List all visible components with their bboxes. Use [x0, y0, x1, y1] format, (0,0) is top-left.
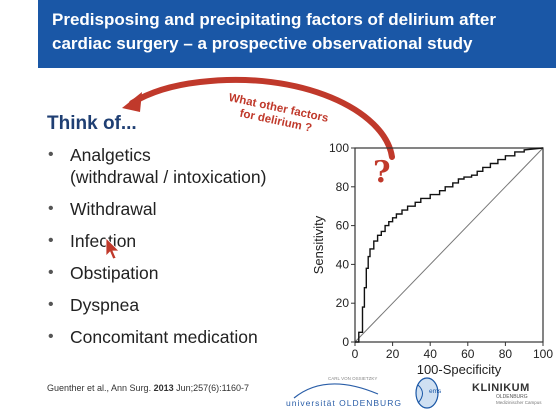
university-arc-icon [293, 383, 379, 399]
klinikum-oldenburg-logo: KLINIKUM OLDENBURG Medizinischer Campus [472, 382, 556, 416]
list-item-infection: • Infection [46, 230, 266, 252]
think-of-heading: Think of... [47, 113, 137, 134]
citation-year: 2013 [153, 383, 174, 393]
list-item-label: Withdrawal [70, 199, 157, 219]
plot-frame [354, 147, 544, 343]
y-tick-label: 80 [336, 180, 350, 194]
ems-text: ems [429, 388, 442, 395]
question-mark: ? [373, 155, 391, 190]
klinikum-campus-text: Medizinischer Campus [496, 400, 542, 405]
citation-authors: Guenther et al., Ann Surg. [47, 383, 152, 393]
reference-diagonal-line [354, 147, 544, 343]
x-tick-label: 0 [352, 347, 359, 361]
ems-globe-icon [415, 377, 439, 409]
y-axis-label: Sensitivity [311, 215, 326, 274]
bullet-dot-icon: • [48, 296, 54, 313]
list-item-label: Analgetics [70, 145, 151, 165]
klinikum-sub-text: OLDENBURG [496, 394, 528, 400]
factor-list: • Analgetics (withdrawal / intoxication)… [46, 144, 266, 348]
y-tick-label: 40 [336, 257, 350, 271]
slide-title-line-2: cardiac surgery – a prospective observat… [52, 34, 473, 53]
ems-logo: ems [413, 375, 451, 415]
bullet-dot-icon: • [48, 200, 54, 217]
mouse-cursor-icon [105, 237, 120, 260]
list-item-sublabel: (withdrawal / intoxication) [70, 167, 267, 187]
roc-curve-line [355, 147, 544, 343]
x-axis-label: 100-Specificity [417, 362, 502, 377]
callout-arrow-icon [129, 76, 395, 160]
x-tick-label: 20 [386, 347, 400, 361]
klinikum-main-text: KLINIKUM [472, 382, 530, 394]
list-item-obstipation: • Obstipation [46, 262, 266, 284]
list-item-label: Infection [70, 231, 137, 251]
list-item-label: Concomitant medication [70, 327, 258, 347]
university-oldenburg-logo: CARL VON OSSIETZKY universität OLDENBURG [286, 376, 401, 410]
y-tick-label: 0 [342, 335, 349, 349]
y-tick-label: 60 [336, 219, 350, 233]
list-item-label: Dyspnea [70, 295, 140, 315]
y-tick-label: 100 [329, 141, 349, 155]
list-item-concomitant-medication: • Concomitant medication [46, 326, 266, 348]
slide-title-line-1: Predisposing and precipitating factors o… [52, 10, 496, 29]
x-tick-label: 80 [499, 347, 513, 361]
bullet-dot-icon: • [48, 232, 54, 249]
bullet-dot-icon: • [48, 328, 54, 345]
bullet-dot-icon: • [48, 264, 54, 281]
university-main-text: universität OLDENBURG [286, 398, 402, 408]
x-tick-label: 100 [533, 347, 553, 361]
list-item-label: Obstipation [70, 263, 159, 283]
slide-title-bar: Predisposing and precipitating factors o… [38, 0, 556, 68]
x-tick-label: 40 [424, 347, 438, 361]
citation: Guenther et al., Ann Surg. 2013 Jun;257(… [47, 383, 249, 393]
callout-arrow-head-icon [122, 92, 142, 112]
list-item-withdrawal: • Withdrawal [46, 198, 266, 220]
y-tick-label: 20 [336, 296, 350, 310]
list-item-dyspnea: • Dyspnea [46, 294, 266, 316]
list-item-analgetics: • Analgetics (withdrawal / intoxication) [46, 144, 266, 188]
bullet-dot-icon: • [48, 146, 54, 163]
university-small-text: CARL VON OSSIETZKY [328, 376, 378, 381]
x-tick-label: 60 [461, 347, 475, 361]
citation-rest: Jun;257(6):1160-7 [176, 383, 250, 393]
